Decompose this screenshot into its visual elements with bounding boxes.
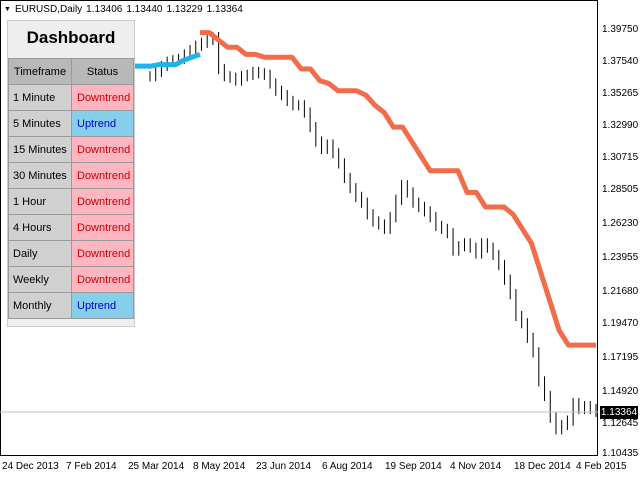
timeframe-cell: 1 Hour xyxy=(8,188,72,215)
dashboard-row: 5 Minutes Uptrend xyxy=(8,110,134,137)
dashboard-row: 15 Minutes Downtrend xyxy=(8,136,134,163)
dashboard-row: 30 Minutes Downtrend xyxy=(8,162,134,189)
timeframe-header: Timeframe xyxy=(8,58,72,85)
price-bars xyxy=(149,31,597,435)
current-price-label: 1.13364 xyxy=(600,406,638,419)
price-tick-label: 1.32990 xyxy=(602,120,639,131)
price-tick-label: 1.35265 xyxy=(602,88,639,99)
timeframe-cell: 1 Minute xyxy=(8,84,72,111)
status-cell: Downtrend xyxy=(71,266,134,293)
open-value: 1.13406 xyxy=(86,4,123,15)
dashboard-table: Timeframe Status 1 Minute Downtrend 5 Minu… xyxy=(8,58,134,319)
date-tick-label: 19 Sep 2014 xyxy=(385,461,442,472)
close-value: 1.13364 xyxy=(206,4,243,15)
date-tick-label: 7 Feb 2014 xyxy=(66,461,117,472)
stop-line-uptrend xyxy=(135,52,201,69)
status-header: Status xyxy=(71,58,134,85)
status-cell: Downtrend xyxy=(71,136,134,163)
date-tick-label: 8 May 2014 xyxy=(193,461,246,472)
date-tick-label: 4 Nov 2014 xyxy=(450,461,502,472)
dashboard-row: 1 Hour Downtrend xyxy=(8,188,134,215)
price-tick-label: 1.30715 xyxy=(602,152,639,163)
chart-header: ▼ EURUSD,Daily 1.13406 1.13440 1.13229 1… xyxy=(4,4,243,15)
price-tick-label: 1.28505 xyxy=(602,184,639,195)
stop-line-downtrend xyxy=(200,30,596,348)
price-tick-label: 1.19470 xyxy=(602,318,639,329)
price-tick-label: 1.21680 xyxy=(602,286,639,297)
dropdown-triangle-icon[interactable]: ▼ xyxy=(4,6,11,13)
timeframe-cell: Daily xyxy=(8,240,72,267)
status-cell: Downtrend xyxy=(71,84,134,111)
dashboard-row: 4 Hours Downtrend xyxy=(8,214,134,241)
timeframe-cell: Weekly xyxy=(8,266,72,293)
date-tick-label: 23 Jun 2014 xyxy=(256,461,312,472)
status-cell: Uptrend xyxy=(71,292,134,319)
status-cell: Downtrend xyxy=(71,240,134,267)
price-tick-label: 1.26230 xyxy=(602,218,639,229)
price-tick-label: 1.10435 xyxy=(602,448,639,459)
price-tick-label: 1.23955 xyxy=(602,252,639,263)
high-value: 1.13440 xyxy=(126,4,163,15)
status-cell: Uptrend xyxy=(71,110,134,137)
dashboard-row: Monthly Uptrend xyxy=(8,292,134,319)
timeframe-cell: 5 Minutes xyxy=(8,110,72,137)
dashboard-title: Dashboard xyxy=(26,28,116,47)
price-tick-label: 1.37540 xyxy=(602,56,639,67)
price-tick-label: 1.14920 xyxy=(602,386,639,397)
date-tick-label: 4 Feb 2015 xyxy=(576,461,627,472)
price-tick-label: 1.12645 xyxy=(602,418,639,429)
price-tick-label: 1.39750 xyxy=(602,24,639,35)
date-tick-label: 25 Mar 2014 xyxy=(128,461,185,472)
date-tick-label: 24 Dec 2013 xyxy=(2,461,59,472)
chart-frame xyxy=(0,0,598,456)
timeframe-cell: Monthly xyxy=(8,292,72,319)
timeframe-cell: 15 Minutes xyxy=(8,136,72,163)
symbol-label: EURUSD,Daily xyxy=(14,4,83,15)
timeframe-cell: 30 Minutes xyxy=(8,162,72,189)
dashboard-row: 1 Minute Downtrend xyxy=(8,84,134,111)
date-tick-label: 18 Dec 2014 xyxy=(514,461,571,472)
dashboard-row: Weekly Downtrend xyxy=(8,266,134,293)
timeframe-cell: 4 Hours xyxy=(8,214,72,241)
dashboard-row: Daily Downtrend xyxy=(8,240,134,267)
low-value: 1.13229 xyxy=(166,4,203,15)
status-cell: Downtrend xyxy=(71,162,134,189)
status-cell: Downtrend xyxy=(71,214,134,241)
price-tick-label: 1.17195 xyxy=(602,352,639,363)
date-tick-label: 6 Aug 2014 xyxy=(322,461,373,472)
status-cell: Downtrend xyxy=(71,188,134,215)
dashboard-panel: Dashboard Timeframe Status 1 Minute Downt… xyxy=(7,20,135,327)
